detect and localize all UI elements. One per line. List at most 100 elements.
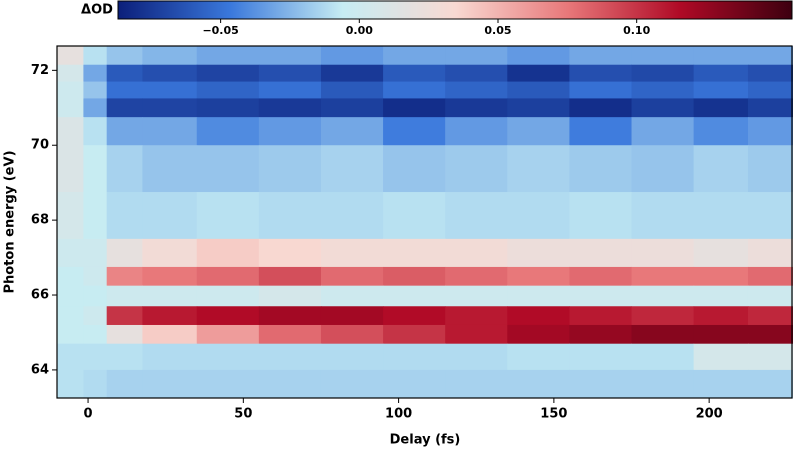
y-tick-label: 72: [31, 63, 49, 78]
heatmap-cell: [83, 306, 108, 326]
heatmap-cell: [747, 343, 793, 371]
heatmap-cell: [142, 117, 198, 146]
heatmap-cell: [320, 64, 384, 83]
heatmap-cell: [569, 46, 633, 66]
heatmap-cell: [507, 192, 570, 240]
heatmap-cell: [258, 98, 322, 118]
heatmap-cell: [57, 145, 84, 193]
heatmap-cell: [57, 64, 84, 83]
heatmap-cell: [258, 285, 322, 307]
heatmap-cell: [57, 98, 84, 118]
heatmap-cell: [106, 98, 143, 118]
heatmap-cell: [196, 324, 260, 345]
heatmap-cell: [196, 81, 260, 99]
x-tick-label: 150: [540, 407, 567, 422]
heatmap-cell: [693, 117, 749, 146]
heatmap-cell: [83, 324, 108, 345]
heatmap-cell: [747, 98, 793, 118]
heatmap-cell: [142, 324, 198, 345]
heatmap-cell: [693, 285, 749, 307]
heatmap-cell: [445, 64, 508, 83]
heatmap-cell: [445, 285, 508, 307]
heatmap-cell: [320, 285, 384, 307]
heatmap-cell: [383, 238, 446, 268]
heatmap-cell: [445, 192, 508, 240]
heatmap-cell: [258, 46, 322, 66]
heatmap-cell: [83, 145, 108, 193]
heatmap-cell: [507, 117, 570, 146]
heatmap-cell: [693, 145, 749, 193]
heatmap-cell: [196, 64, 260, 83]
heatmap-cell: [142, 369, 198, 399]
heatmap-cell: [569, 192, 633, 240]
heatmap-cell: [631, 238, 695, 268]
heatmap-cell: [445, 98, 508, 118]
heatmap-cell: [383, 117, 446, 146]
heatmap-cell: [83, 81, 108, 99]
heatmap-cell: [320, 343, 384, 371]
colorbar: [117, 0, 793, 20]
heatmap-cell: [747, 192, 793, 240]
heatmap-cell: [747, 285, 793, 307]
colorbar-tick-label: −0.05: [202, 24, 238, 37]
colorbar-tick-label: 0.05: [484, 24, 511, 37]
heatmap-cell: [83, 369, 108, 399]
y-tick-label: 64: [31, 362, 49, 377]
heatmap-cell: [258, 145, 322, 193]
heatmap-cell: [445, 117, 508, 146]
heatmap-cell: [106, 285, 143, 307]
heatmap-cell: [196, 145, 260, 193]
heatmap-cell: [693, 64, 749, 83]
heatmap-cell: [747, 266, 793, 287]
heatmap-cell: [631, 369, 695, 399]
x-tick-label: 50: [234, 407, 252, 422]
heatmap-cell: [320, 117, 384, 146]
plot-frame: [56, 45, 793, 399]
heatmap-cell: [631, 46, 695, 66]
heatmap-cell: [57, 306, 84, 326]
heatmap-cell: [83, 238, 108, 268]
heatmap-cell: [196, 46, 260, 66]
heatmap-cell: [57, 324, 84, 345]
heatmap-cell: [445, 46, 508, 66]
heatmap-cell: [569, 324, 633, 345]
heatmap-cell: [83, 192, 108, 240]
heatmap-cell: [57, 238, 84, 268]
heatmap-cell: [196, 238, 260, 268]
heatmap-cell: [693, 343, 749, 371]
heatmap-cell: [57, 117, 84, 146]
heatmap-cell: [383, 306, 446, 326]
heatmap-cell: [320, 192, 384, 240]
heatmap-cell: [507, 266, 570, 287]
heatmap-cell: [83, 98, 108, 118]
heatmap-cell: [747, 369, 793, 399]
heatmap-cell: [445, 343, 508, 371]
heatmap-cell: [142, 343, 198, 371]
heatmap-cell: [507, 81, 570, 99]
heatmap-cell: [142, 81, 198, 99]
heatmap-cell: [445, 145, 508, 193]
heatmap-cell: [631, 192, 695, 240]
heatmap-cell: [747, 324, 793, 345]
heatmap-cell: [57, 46, 84, 66]
heatmap-cell: [383, 324, 446, 345]
heatmap-cell: [196, 369, 260, 399]
heatmap-cell: [383, 46, 446, 66]
heatmap-cell: [631, 81, 695, 99]
heatmap-cell: [57, 81, 84, 99]
heatmap-cell: [747, 64, 793, 83]
heatmap-cell: [383, 192, 446, 240]
heatmap-cell: [196, 98, 260, 118]
heatmap-cell: [106, 369, 143, 399]
heatmap-cell: [693, 98, 749, 118]
heatmap-cell: [631, 117, 695, 146]
heatmap-cell: [57, 266, 84, 287]
heatmap-cell: [57, 192, 84, 240]
heatmap-cell: [693, 306, 749, 326]
heatmap-cell: [747, 46, 793, 66]
heatmap-cell: [507, 98, 570, 118]
heatmap-cell: [106, 192, 143, 240]
heatmap-cell: [383, 343, 446, 371]
x-tick-label: 0: [84, 407, 93, 422]
